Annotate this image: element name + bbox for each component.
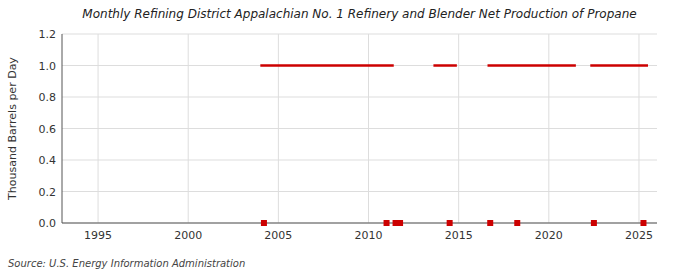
line-segment	[590, 64, 648, 67]
source-note: Source: U.S. Energy Information Administ…	[8, 258, 245, 269]
x-grid-line	[458, 34, 459, 223]
x-grid-line	[368, 34, 369, 223]
x-tick-label: 2005	[264, 229, 292, 242]
title: Monthly Refining District Appalachian No…	[82, 7, 636, 21]
marker	[514, 220, 520, 226]
x-tick-label: 2010	[355, 229, 383, 242]
y-axis-line	[62, 34, 63, 223]
y-grid-line	[62, 128, 657, 129]
x-grid-line	[548, 34, 549, 223]
x-axis-line	[62, 223, 657, 224]
line-segment	[260, 64, 393, 67]
x-tick-label: 2015	[445, 229, 473, 242]
y-axis-label: Thousand Barrels per Day	[6, 57, 19, 201]
line-segment	[488, 64, 576, 67]
marker	[591, 220, 597, 226]
y-tick-label: 1.0	[39, 60, 57, 73]
y-tick-label: 0.6	[39, 123, 57, 136]
x-tick-label: 1995	[84, 229, 112, 242]
marker	[384, 220, 390, 226]
y-grid-line	[62, 191, 657, 192]
x-tick-label: 2020	[535, 229, 563, 242]
y-tick-label: 0.2	[39, 186, 57, 199]
y-tick-label: 0.8	[39, 91, 57, 104]
marker	[487, 220, 493, 226]
y-grid-line	[62, 223, 657, 224]
y-grid-line	[62, 34, 657, 35]
y-tick-label: 0.0	[39, 217, 57, 230]
x-tick-label: 2025	[625, 229, 653, 242]
x-tick-label: 2000	[174, 229, 202, 242]
marks	[260, 66, 648, 227]
x-grid-line	[278, 34, 279, 223]
y-tick-label: 1.2	[39, 28, 57, 41]
line-segment	[433, 64, 456, 67]
x-grid-line	[98, 34, 99, 223]
marker	[640, 220, 646, 226]
y-grid-line	[62, 160, 657, 161]
marker	[261, 220, 267, 226]
y-grid-line	[62, 65, 657, 66]
x-grid-line	[638, 34, 639, 223]
grid	[62, 34, 657, 223]
y-tick-label: 0.4	[39, 154, 57, 167]
marker	[397, 220, 403, 226]
marker	[447, 220, 453, 226]
x-grid-line	[188, 34, 189, 223]
chart: 1995 2000 2005 2010 2015 2020 2025 0.0 0.2 0.4 0.6…	[0, 0, 675, 275]
y-grid-line	[62, 97, 657, 98]
